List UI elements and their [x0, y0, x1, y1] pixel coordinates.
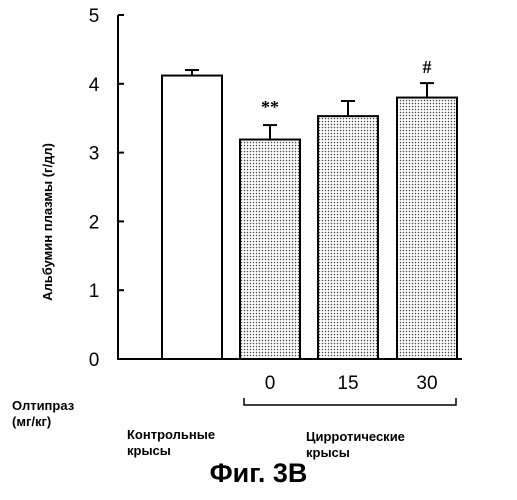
x-tick-label: 30 — [416, 373, 437, 394]
cirrhotic-group-label: Цирротические крысы — [306, 429, 405, 461]
control-group-line1: Контрольные — [127, 427, 215, 443]
y-axis-label: Альбумин плазмы (г/дл) — [40, 143, 55, 301]
y-tick-label: 5 — [89, 6, 100, 27]
cirrhotic-group-line1: Цирротические — [306, 429, 405, 445]
y-tick-label: 1 — [89, 281, 100, 302]
figure-caption: Фиг. 3В — [0, 458, 517, 489]
bar — [318, 116, 378, 359]
significance-marker: # — [423, 57, 432, 77]
x-axis-title-line2: (мг/кг) — [12, 414, 74, 430]
x-axis-title: Олтипраз (мг/кг) — [12, 398, 74, 430]
y-tick-label: 0 — [89, 350, 100, 371]
bar — [397, 98, 457, 359]
control-group-line2: крысы — [127, 443, 215, 459]
significance-marker: ** — [261, 97, 279, 117]
bar — [162, 76, 222, 359]
y-tick-label: 3 — [89, 144, 100, 165]
y-tick-label: 4 — [89, 75, 100, 96]
x-tick-label: 0 — [265, 373, 276, 394]
cirrhotic-group-bracket — [244, 398, 456, 405]
bar — [240, 140, 300, 359]
control-group-label: Контрольные крысы — [127, 427, 215, 459]
y-tick-label: 2 — [89, 212, 100, 233]
x-tick-label: 15 — [337, 373, 358, 394]
x-axis-title-line1: Олтипраз — [12, 398, 74, 414]
